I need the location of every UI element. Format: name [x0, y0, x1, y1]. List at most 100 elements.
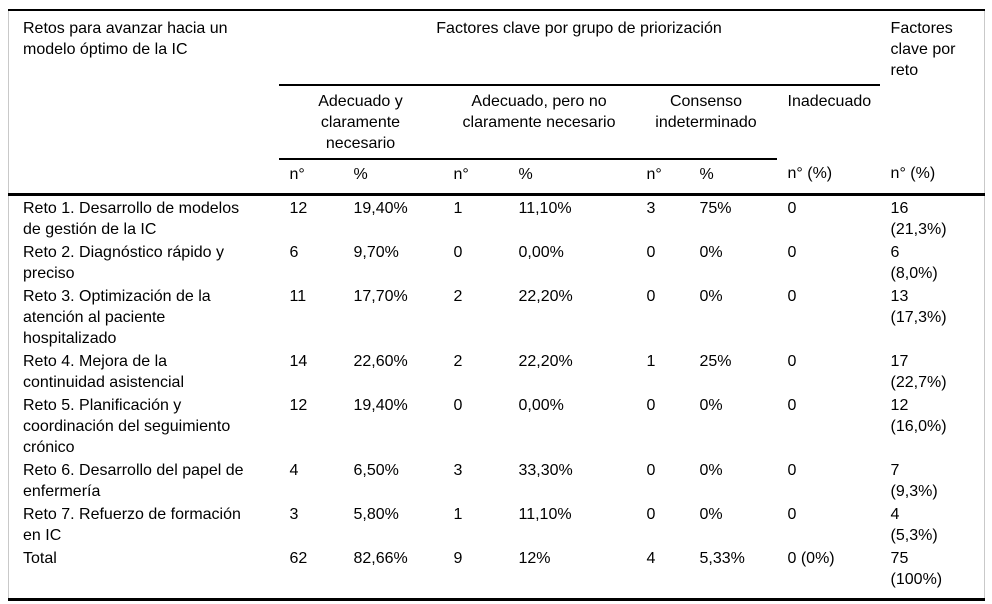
- value-cell: 1: [453, 505, 463, 523]
- value-cell: 5,33%: [699, 549, 745, 567]
- value-cell: 19,40%: [353, 199, 408, 217]
- factor-percent: (16,0%): [890, 417, 947, 435]
- value-cell: 0: [787, 352, 797, 370]
- value-cell: 3: [646, 199, 656, 217]
- table-row: Reto 1. Desarrollo de modelos de gestión…: [9, 194, 985, 240]
- table-row: Reto 5. Planificación y coordinación del…: [9, 393, 985, 458]
- value-cell: 0: [646, 243, 656, 261]
- value-cell: 17,70%: [353, 287, 408, 305]
- value-cell: 9: [453, 549, 463, 567]
- table-row: Reto 7. Refuerzo de formación en IC 3 5,…: [9, 502, 985, 546]
- factor-percent: (9,3%): [890, 482, 938, 500]
- value-cell: 0: [646, 461, 656, 479]
- subheader-n-cell: n°: [278, 159, 343, 196]
- value-cell: 12: [289, 199, 308, 217]
- value-cell: 9,70%: [353, 243, 399, 261]
- value-cell: 0: [787, 199, 797, 217]
- row-label-cell: Reto 1. Desarrollo de modelos de gestión…: [23, 199, 240, 238]
- row-label-cell: Reto 2. Diagnóstico rápido y preciso: [23, 243, 224, 282]
- value-cell: 82,66%: [353, 549, 408, 567]
- value-cell: 4: [289, 461, 299, 479]
- value-cell: 62: [289, 549, 308, 567]
- subheader-n-pct-cell: n° (%): [879, 159, 985, 196]
- results-table: Retos para avanzar hacia un modelo óptim…: [8, 9, 986, 601]
- value-cell: 2: [453, 287, 463, 305]
- group-header-adecuado-no-necesario: Adecuado, pero no claramente necesario: [442, 85, 636, 160]
- value-cell: 0%: [699, 396, 723, 414]
- value-cell: 11: [289, 287, 307, 305]
- row-label-cell: Reto 7. Refuerzo de formación en IC: [23, 505, 241, 544]
- value-cell: 6: [289, 243, 299, 261]
- value-cell: 0: [646, 287, 656, 305]
- value-cell: 0: [646, 505, 656, 523]
- factor-value-cell: 7 (9,3%): [880, 458, 985, 502]
- value-cell: 1: [646, 352, 656, 370]
- value-cell: 0%: [699, 287, 723, 305]
- factor-percent: (8,0%): [890, 264, 938, 282]
- value-cell: 22,20%: [518, 352, 573, 370]
- factor-percent: (22,7%): [890, 373, 947, 391]
- value-cell: 0%: [699, 461, 723, 479]
- value-cell: 0: [646, 396, 656, 414]
- value-cell: 0 (0%): [787, 549, 835, 567]
- value-cell: 11,10%: [518, 505, 572, 523]
- factor-col-header-cell: Factores clave por reto: [890, 20, 956, 79]
- factor-count: 16: [890, 199, 909, 217]
- subheader-pct-cell: %: [507, 159, 636, 196]
- value-cell: 0: [453, 396, 463, 414]
- value-cell: 4: [646, 549, 656, 567]
- value-cell: 0: [787, 243, 797, 261]
- table-row: Reto 6. Desarrollo del papel de enfermer…: [9, 458, 985, 502]
- value-cell: 25%: [699, 352, 732, 370]
- factor-value-cell: 4 (5,3%): [880, 502, 985, 546]
- value-cell: 0,00%: [518, 396, 564, 414]
- value-cell: 14: [289, 352, 308, 370]
- value-cell: 12: [289, 396, 308, 414]
- value-cell: 19,40%: [353, 396, 408, 414]
- subheader-n-cell: n°: [442, 159, 508, 196]
- value-cell: 22,60%: [353, 352, 408, 370]
- value-cell: 11,10%: [518, 199, 572, 217]
- value-cell: 0: [787, 505, 797, 523]
- factor-value-cell: 6 (8,0%): [880, 240, 985, 284]
- value-cell: 3: [289, 505, 299, 523]
- header-row-2: Adecuado y claramente necesario Adecuado…: [9, 85, 985, 160]
- value-cell: 33,30%: [518, 461, 573, 479]
- factor-count: 7: [890, 461, 900, 479]
- factor-value-cell: 75 (100%): [880, 546, 985, 600]
- value-cell: 5,80%: [353, 505, 399, 523]
- factor-count: 12: [890, 396, 909, 414]
- subheader-pct-cell: %: [688, 159, 777, 196]
- value-cell: 0: [787, 287, 797, 305]
- value-cell: 6,50%: [353, 461, 399, 479]
- row-label-cell: Reto 3. Optimización de la atención al p…: [23, 287, 211, 347]
- value-cell: 0: [787, 461, 797, 479]
- group-header-adecuado-necesario: Adecuado y claramente necesario: [278, 85, 443, 160]
- value-cell: 75%: [699, 199, 732, 217]
- row-header-cell: Retos para avanzar hacia un modelo óptim…: [8, 10, 279, 196]
- value-cell: 0%: [699, 505, 723, 523]
- table-row: Reto 3. Optimización de la atención al p…: [9, 284, 985, 349]
- factor-count: 75: [890, 549, 909, 567]
- row-label-cell: Reto 4. Mejora de la continuidad asisten…: [23, 352, 184, 391]
- value-cell: 0,00%: [518, 243, 564, 261]
- factor-percent: (21,3%): [890, 220, 947, 238]
- factor-count: 6: [890, 243, 900, 261]
- factor-percent: (5,3%): [890, 526, 938, 544]
- factor-value-cell: 12 (16,0%): [880, 393, 985, 458]
- factor-value-cell: 13 (17,3%): [880, 284, 985, 349]
- factor-value-cell: 16 (21,3%): [880, 194, 985, 240]
- total-row: Total 62 82,66% 9 12% 4 5,33% 0 (0%) 75 …: [9, 546, 985, 600]
- header-row-3: n° % n° % n° % n° (%) n° (%): [9, 159, 985, 196]
- factor-value-cell: 17 (22,7%): [880, 349, 985, 393]
- subheader-n-pct-cell: n° (%): [776, 159, 880, 196]
- table-row: Reto 4. Mejora de la continuidad asisten…: [9, 349, 985, 393]
- value-cell: 2: [453, 352, 463, 370]
- value-cell: 3: [453, 461, 463, 479]
- factor-count: 13: [890, 287, 909, 305]
- row-label-cell: Total: [23, 549, 57, 567]
- span-header-cell: Factores clave por grupo de priorización: [278, 10, 880, 86]
- value-cell: 0: [453, 243, 463, 261]
- value-cell: 0: [787, 396, 797, 414]
